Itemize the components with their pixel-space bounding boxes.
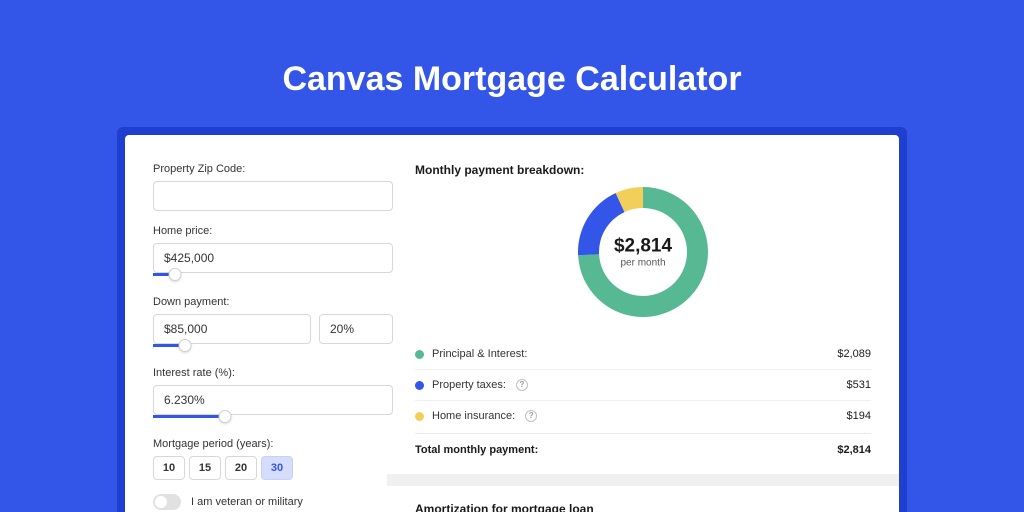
zip-label: Property Zip Code: xyxy=(153,163,393,175)
veteran-field: I am veteran or military xyxy=(153,494,393,510)
home-price-input[interactable] xyxy=(153,243,393,273)
interest-rate-label: Interest rate (%): xyxy=(153,367,393,379)
toggle-knob xyxy=(155,496,167,508)
zip-field: Property Zip Code: xyxy=(153,163,393,211)
period-field: Mortgage period (years): 10152030 xyxy=(153,438,393,480)
period-options: 10152030 xyxy=(153,456,393,480)
veteran-label: I am veteran or military xyxy=(191,496,303,508)
total-label: Total monthly payment: xyxy=(415,444,538,456)
donut-center-value: $2,814 xyxy=(614,236,672,258)
period-label: Mortgage period (years): xyxy=(153,438,393,450)
interest-rate-slider[interactable] xyxy=(153,412,393,424)
home-price-label: Home price: xyxy=(153,225,393,237)
donut-center: $2,814 per month xyxy=(614,236,672,269)
info-icon[interactable]: ? xyxy=(525,410,537,422)
legend-value: $531 xyxy=(847,379,871,391)
breakdown-title: Monthly payment breakdown: xyxy=(415,163,871,177)
legend-value: $2,089 xyxy=(837,348,871,360)
legend-row-principal: Principal & Interest: $2,089 xyxy=(415,339,871,370)
form-panel: Property Zip Code: Home price: Down paym… xyxy=(153,163,393,512)
period-option-20[interactable]: 20 xyxy=(225,456,257,480)
amortization-title: Amortization for mortgage loan xyxy=(415,502,871,512)
down-payment-field: Down payment: xyxy=(153,296,393,353)
info-icon[interactable]: ? xyxy=(516,379,528,391)
down-payment-slider[interactable] xyxy=(153,341,311,353)
page-title: Canvas Mortgage Calculator xyxy=(282,60,741,99)
period-option-15[interactable]: 15 xyxy=(189,456,221,480)
legend: Principal & Interest: $2,089 Property taxe… xyxy=(415,339,871,431)
legend-dot-icon xyxy=(415,381,424,390)
legend-value: $194 xyxy=(847,410,871,422)
down-payment-percent-input[interactable] xyxy=(319,314,393,344)
period-option-30[interactable]: 30 xyxy=(261,456,293,480)
amortization-section: Amortization for mortgage loan Amortizat… xyxy=(387,474,899,512)
zip-input[interactable] xyxy=(153,181,393,211)
total-row: Total monthly payment: $2,814 xyxy=(415,433,871,460)
legend-label: Property taxes: xyxy=(432,379,506,391)
total-value: $2,814 xyxy=(837,444,871,456)
interest-rate-field: Interest rate (%): xyxy=(153,367,393,424)
period-option-10[interactable]: 10 xyxy=(153,456,185,480)
legend-dot-icon xyxy=(415,350,424,359)
legend-dot-icon xyxy=(415,412,424,421)
interest-rate-input[interactable] xyxy=(153,385,393,415)
donut-center-sub: per month xyxy=(614,258,672,269)
card-frame: Property Zip Code: Home price: Down paym… xyxy=(117,127,907,512)
legend-row-insurance: Home insurance:? $194 xyxy=(415,401,871,431)
legend-row-taxes: Property taxes:? $531 xyxy=(415,370,871,401)
home-price-slider[interactable] xyxy=(153,270,393,282)
veteran-toggle[interactable] xyxy=(153,494,181,510)
breakdown-panel: Monthly payment breakdown: $2,814 per mo… xyxy=(415,163,871,512)
calculator-card: Property Zip Code: Home price: Down paym… xyxy=(125,135,899,512)
down-payment-label: Down payment: xyxy=(153,296,393,308)
home-price-field: Home price: xyxy=(153,225,393,282)
legend-label: Principal & Interest: xyxy=(432,348,527,360)
legend-label: Home insurance: xyxy=(432,410,515,422)
home-price-slider-thumb[interactable] xyxy=(168,268,181,281)
down-payment-slider-thumb[interactable] xyxy=(178,339,191,352)
down-payment-input[interactable] xyxy=(153,314,311,344)
donut-chart: $2,814 per month xyxy=(415,187,871,317)
interest-rate-slider-thumb[interactable] xyxy=(219,410,232,423)
